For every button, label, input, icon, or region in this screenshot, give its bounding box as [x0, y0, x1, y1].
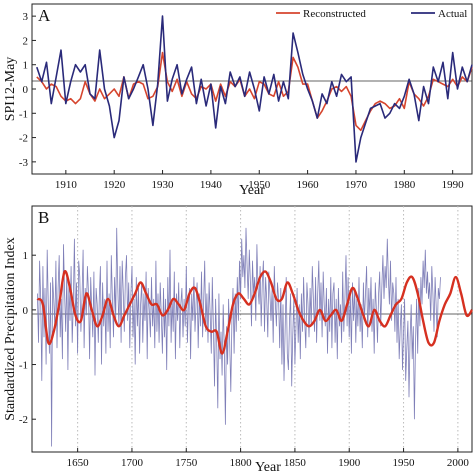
- panel-b-series-layer: [36, 227, 473, 447]
- panel-a-x-tick-label: 1950: [248, 179, 271, 191]
- panel-a-x-tick-label: 1910: [55, 179, 78, 191]
- panel-b: 1650 1700 1750 1800 1850 1900 1950 2000 -2-101 …: [3, 205, 473, 474]
- panel-b-x-tick-label: 1700: [121, 457, 144, 469]
- panel-b-x-axis-title: Year: [255, 460, 281, 474]
- panel-a-series-layer: [36, 15, 473, 163]
- panel-a-legend: Reconstructed Actual: [276, 8, 467, 20]
- panel-a-y-axis-title: SPI12-May: [3, 57, 18, 122]
- panel-a: 1910 1920 1930 1940 1950 1960 1970 1980 1990 -3-…: [3, 3, 473, 198]
- panel-b-y-tick-label: 0: [23, 305, 29, 317]
- panel-a-x-axis-title: Year: [239, 183, 265, 198]
- panel-a-x-tick-label: 1960: [297, 179, 320, 191]
- panel-a-x-tick-label: 1940: [200, 179, 223, 191]
- panel-b-x-ticks: 1650 1700 1750 1800 1850 1900 1950 2000: [67, 448, 470, 469]
- panel-a-x-tick-label: 1980: [393, 179, 416, 191]
- reconstructed-series-line: [36, 51, 473, 132]
- panel-a-y-tick-label: -1: [19, 108, 28, 120]
- panel-a-y-tick-label: -2: [19, 133, 28, 145]
- panel-b-plot-frame: [31, 205, 473, 453]
- smoothed-index-curve: [36, 270, 473, 355]
- panel-b-x-tick-label: 1800: [230, 457, 253, 469]
- panel-a-x-tick-label: 1990: [442, 179, 465, 191]
- panel-b-x-tick-label: 1650: [67, 457, 90, 469]
- panel-a-y-ticks: -3 -2 -1 0 1 2 3: [19, 11, 36, 169]
- annual-index-line: [37, 227, 441, 447]
- panel-a-y-tick-label: 3: [23, 11, 29, 23]
- actual-series-line: [36, 15, 473, 163]
- panel-b-vertical-guides: [77, 206, 459, 452]
- panel-b-x-tick-label: 1750: [175, 457, 198, 469]
- panel-a-y-tick-label: 0: [23, 84, 29, 96]
- panel-b-y-axis-title: Standardized Precipitation Index: [3, 237, 18, 421]
- panel-a-y-tick-label: 1: [23, 60, 29, 72]
- panel-a-x-tick-label: 1930: [152, 179, 175, 191]
- legend-label-actual: Actual: [438, 8, 467, 20]
- panel-a-x-tick-label: 1970: [345, 179, 368, 191]
- panel-a-y-tick-label: 2: [23, 35, 29, 47]
- panel-b-x-tick-label: 1900: [338, 457, 361, 469]
- panel-b-label: B: [38, 208, 49, 227]
- panel-a-y-tick-label: -3: [19, 157, 29, 169]
- panel-b-x-tick-label: 2000: [447, 457, 470, 469]
- panel-a-label: A: [38, 6, 51, 25]
- panel-b-y-tick-label: -2: [19, 414, 28, 426]
- panel-b-y-ticks: -2 -1 0 1: [19, 250, 36, 426]
- legend-label-reconstructed: Reconstructed: [303, 8, 366, 20]
- panel-a-x-ticks: 1910 1920 1930 1940 1950 1960 1970 1980 1990: [55, 170, 464, 191]
- panel-b-x-tick-label: 1950: [393, 457, 416, 469]
- panel-b-y-tick-label: 1: [23, 250, 29, 262]
- panel-b-y-tick-label: -1: [19, 360, 28, 372]
- panel-b-x-tick-label: 1850: [284, 457, 307, 469]
- panel-a-x-tick-label: 1920: [103, 179, 126, 191]
